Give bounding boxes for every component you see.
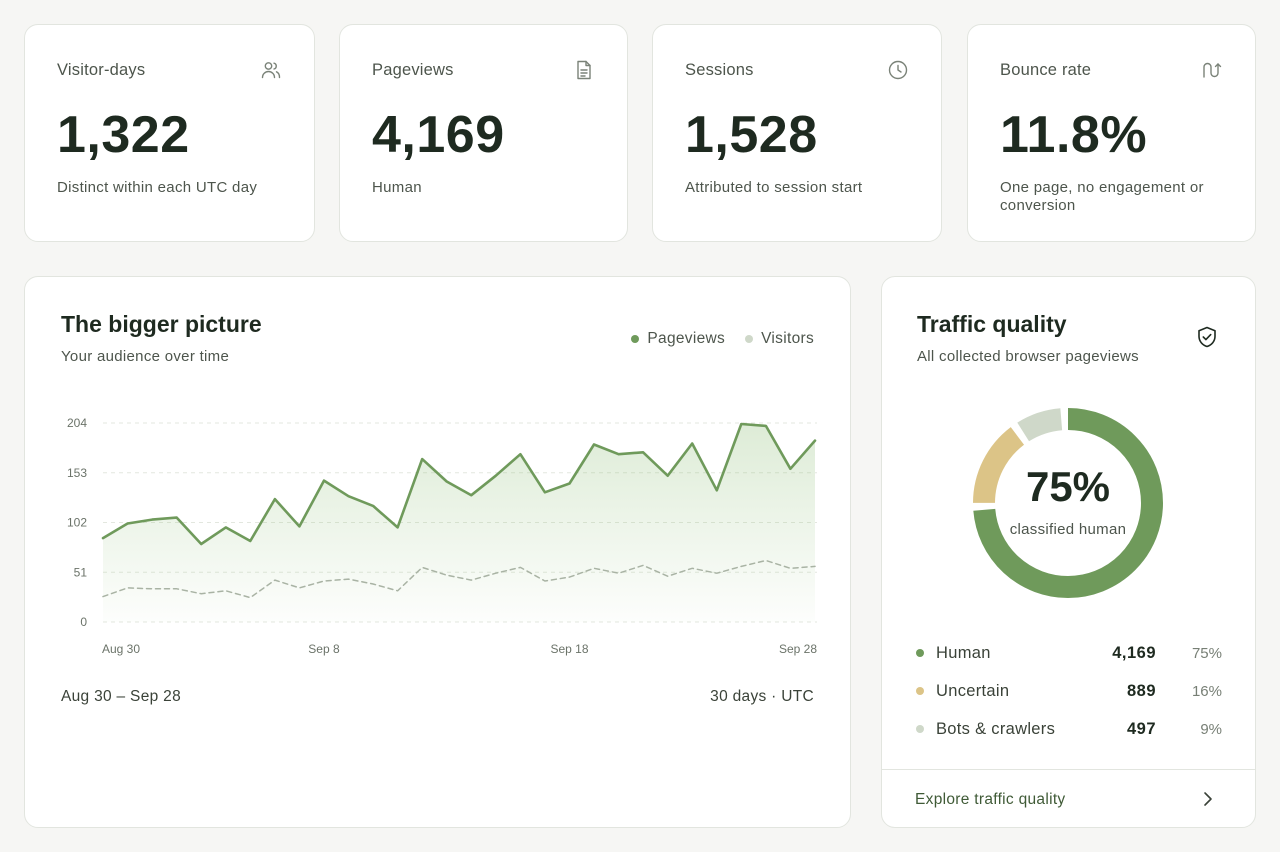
stat-description: One page, no engagement or conversion <box>1000 179 1204 214</box>
legend-dot <box>916 725 924 733</box>
area-fill-pageviews <box>103 424 815 622</box>
stat-card-sessions: Sessions 1,528 Attributed to session sta… <box>652 24 942 242</box>
donut-caption: classified human <box>1009 520 1127 538</box>
quality-row-human: Human 4,169 75% <box>916 641 1222 665</box>
chevron-right-icon <box>1204 792 1212 806</box>
y-tick-label: 102 <box>67 516 87 530</box>
legend-dot <box>631 335 640 343</box>
stat-value: 1,322 <box>57 106 190 164</box>
series-line-pageviews <box>101 422 817 546</box>
legend-dot <box>916 649 924 657</box>
card-title: Traffic quality <box>917 311 1067 337</box>
stat-label: Bounce rate <box>1000 61 1092 79</box>
quality-row-bots: Bots & crawlers 497 9% <box>916 717 1222 741</box>
stat-card-bounce-rate: Bounce rate 11.8% One page, no engagemen… <box>967 24 1256 242</box>
document-icon <box>573 59 595 81</box>
x-tick-label: Sep 18 <box>550 642 588 656</box>
stat-label: Sessions <box>685 61 754 79</box>
quality-name: Bots & crawlers <box>936 719 1056 738</box>
stat-value: 4,169 <box>372 106 505 164</box>
stat-value: 11.8% <box>1000 106 1148 164</box>
quality-percent: 16% <box>1191 682 1222 700</box>
x-tick-label: Aug 30 <box>102 642 140 656</box>
footer-link-label[interactable]: Explore traffic quality <box>915 791 1066 808</box>
stat-description: Attributed to session start <box>685 179 863 196</box>
stat-label: Visitor-days <box>57 61 146 79</box>
stat-card-pageviews: Pageviews 4,169 Human <box>339 24 628 242</box>
date-range: Aug 30 – Sep 28 <box>61 688 181 705</box>
legend-label: Pageviews <box>647 330 726 347</box>
bounce-arrow-icon <box>1201 59 1223 81</box>
shield-check-icon <box>1195 325 1219 349</box>
y-tick-label: 204 <box>67 416 87 430</box>
quality-count: 4,169 <box>1112 643 1156 662</box>
chart-legend: Pageviews Visitors <box>631 330 814 348</box>
card-subtitle: Your audience over time <box>61 348 230 365</box>
explore-traffic-quality-link[interactable]: Explore traffic quality <box>882 769 1255 827</box>
y-tick-label: 0 <box>80 615 87 629</box>
quality-percent: 75% <box>1191 644 1222 662</box>
card-subtitle: All collected browser pageviews <box>917 348 1139 365</box>
quality-row-uncertain: Uncertain 889 16% <box>916 679 1222 703</box>
x-tick-label: Sep 8 <box>308 642 340 656</box>
y-tick-label: 51 <box>74 565 88 579</box>
legend-label: Visitors <box>761 330 814 347</box>
x-tick-label: Sep 28 <box>779 642 817 656</box>
line-chart: 0 51 102 153 204 Aug 30 Sep 8 Sep 18 Sep 28 <box>67 416 817 656</box>
donut-slice-human <box>973 408 1163 598</box>
legend-dot <box>916 687 924 695</box>
stat-description: Distinct within each UTC day <box>57 179 258 196</box>
quality-name: Uncertain <box>936 681 1010 700</box>
users-icon <box>260 59 282 81</box>
stat-description: Human <box>372 179 422 196</box>
legend-item-visitors[interactable]: Visitors <box>745 330 814 348</box>
audience-chart-card: The bigger picture Your audience over ti… <box>24 276 851 828</box>
clock-icon <box>887 59 909 81</box>
donut-percentage: 75% <box>1025 462 1111 510</box>
stat-label: Pageviews <box>372 61 454 79</box>
stat-card-visitor-days: Visitor-days 1,322 Distinct within each … <box>24 24 315 242</box>
quality-donut: 75% classified human <box>970 405 1166 601</box>
quality-name: Human <box>936 643 991 662</box>
series-line-visitors <box>102 559 816 599</box>
stat-value: 1,528 <box>685 106 818 164</box>
legend-dot <box>745 335 754 343</box>
quality-count: 497 <box>1126 719 1156 738</box>
card-title: The bigger picture <box>61 311 262 337</box>
quality-percent: 9% <box>1200 720 1222 738</box>
quality-count: 889 <box>1126 681 1156 700</box>
period-info: 30 days · UTC <box>710 688 814 705</box>
y-tick-label: 153 <box>67 466 87 480</box>
legend-item-pageviews[interactable]: Pageviews <box>631 330 725 348</box>
traffic-quality-card: Traffic quality All collected browser pa… <box>881 276 1256 828</box>
